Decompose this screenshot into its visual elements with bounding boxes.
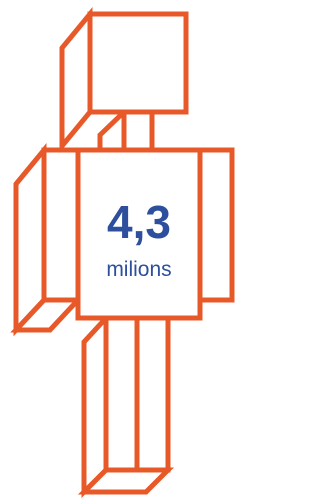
left-leg (106, 318, 137, 470)
page: 4,3 milions (() => { const data = JSON.p… (0, 0, 240, 500)
head (90, 14, 186, 112)
right-leg (137, 318, 168, 470)
head-side (62, 14, 90, 146)
left-arm (44, 150, 78, 300)
robot-figure: 4,3 milions (0, 0, 240, 500)
right-arm (200, 150, 232, 300)
unit: milions (106, 258, 171, 281)
neck-side (100, 112, 124, 150)
leg-side (84, 318, 106, 492)
neck (124, 112, 152, 150)
value: 4,3 (107, 196, 171, 248)
